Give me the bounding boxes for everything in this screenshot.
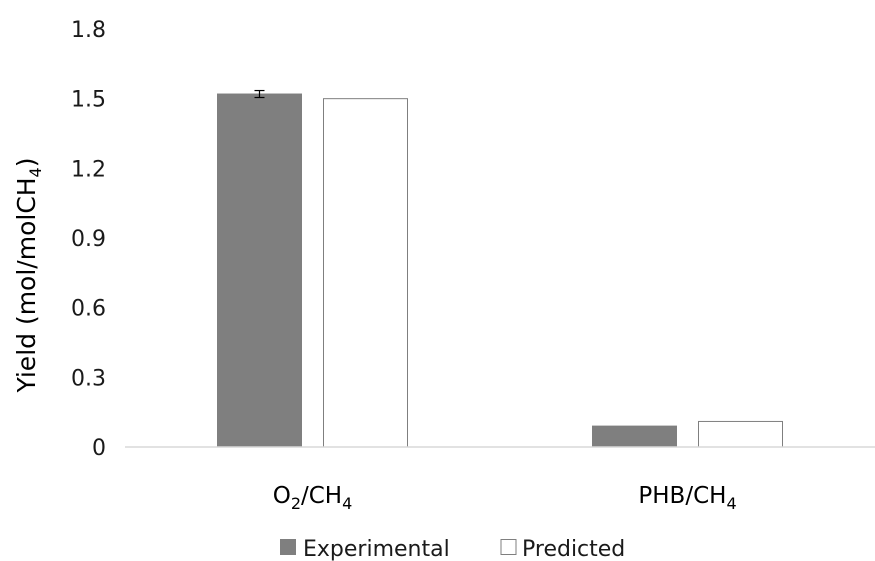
y-tick-label: 0 xyxy=(92,436,106,461)
error-bars xyxy=(254,89,265,99)
error-bar-experimental-0 xyxy=(254,89,265,99)
bars xyxy=(217,93,783,448)
bar-experimental-1 xyxy=(592,425,677,448)
legend-swatch-experimental xyxy=(280,539,296,555)
legend-swatch-predicted xyxy=(500,539,517,555)
legend-label-predicted: Predicted xyxy=(522,537,625,561)
legend: Experimental Predicted xyxy=(280,537,625,561)
y-tick-label: 0.3 xyxy=(71,366,106,391)
legend-label-experimental: Experimental xyxy=(303,537,450,561)
category-label-1: PHB/CH4 xyxy=(638,483,736,513)
y-tick-label: 0.9 xyxy=(71,227,106,252)
y-axis-title: Yield (mol/molCH4) xyxy=(12,157,45,393)
bar-experimental-0 xyxy=(217,93,302,448)
y-axis-title-main: Yield (mol/molCH xyxy=(12,177,41,393)
category-labels: O2/CH4 PHB/CH4 xyxy=(273,483,737,513)
y-tick-label: 1.8 xyxy=(71,18,106,43)
bar-predicted-0 xyxy=(323,98,408,448)
bar-predicted-1 xyxy=(698,420,783,448)
y-tick-label: 1.2 xyxy=(71,157,106,182)
category-label-0: O2/CH4 xyxy=(273,483,353,513)
y-tick-label: 1.5 xyxy=(71,88,106,113)
y-axis-title-close: ) xyxy=(12,157,41,167)
y-axis-ticks: 0 0.3 0.6 0.9 1.2 1.5 1.8 xyxy=(71,18,106,461)
y-tick-label: 0.6 xyxy=(71,297,106,322)
y-axis-title-subscript: 4 xyxy=(26,167,45,177)
